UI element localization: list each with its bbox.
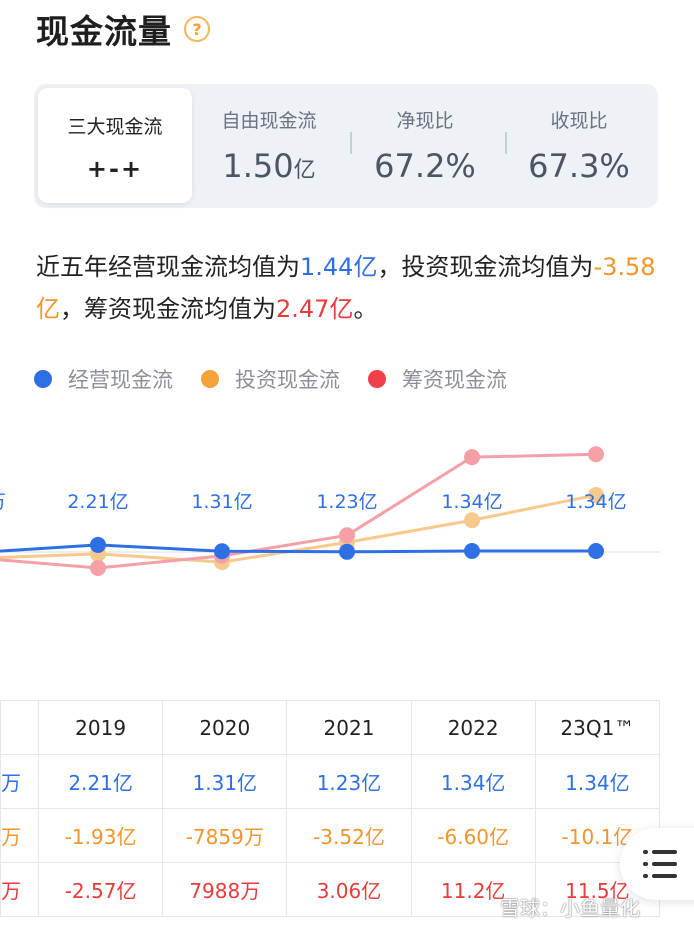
table-header-cell: 23Q1™	[534, 700, 661, 755]
receipt-ratio-label: 收现比	[550, 110, 608, 132]
table-header-row: 2019 2020 2021 2022 23Q1™	[0, 700, 661, 755]
divider	[350, 132, 352, 154]
series-line	[0, 452, 597, 570]
table-header-cell	[0, 700, 39, 755]
table-cell: 3.06亿	[286, 862, 412, 917]
free-cash-flow-unit: 亿	[293, 158, 316, 183]
table-cell: 7988万	[162, 862, 288, 917]
tab-three-cash-flows[interactable]: 三大现金流 +-+	[38, 88, 192, 203]
table-cell: 1.23亿	[286, 754, 412, 809]
cash-flow-line-chart: 万 2.21亿 1.31亿 1.23亿 1.34亿 1.34亿	[0, 446, 660, 576]
net-ratio-value: 67.2%	[374, 147, 476, 185]
help-icon[interactable]: ?	[184, 16, 210, 42]
table-header-cell: 2019	[37, 700, 164, 755]
table-header-cell: 2021	[286, 700, 412, 755]
table-cell: 万	[0, 862, 39, 917]
net-ratio-label: 净现比	[396, 110, 454, 132]
data-label: 万	[0, 491, 6, 513]
data-point[interactable]	[464, 449, 480, 466]
table-header-cell: 2022	[410, 700, 536, 755]
legend-dot-financing	[368, 370, 386, 388]
data-point[interactable]	[339, 543, 355, 560]
data-label: 1.23亿	[316, 491, 377, 513]
operating-average: 1.44亿	[300, 253, 378, 281]
tab-free-cash-flow[interactable]: 自由现金流 1.50亿	[194, 84, 344, 208]
data-point[interactable]	[464, 543, 480, 560]
data-point[interactable]	[588, 446, 604, 463]
data-point[interactable]	[464, 512, 480, 529]
series-line	[0, 543, 596, 554]
financing-average: 2.47亿	[276, 295, 354, 323]
summary-part: ，投资现金流均值为	[377, 253, 594, 281]
data-point[interactable]	[214, 543, 230, 560]
table-cell: 11.2亿	[410, 862, 536, 917]
data-label: 1.34亿	[565, 491, 626, 513]
legend-label-financing: 筹资现金流	[402, 368, 507, 392]
table-cell: -6.60亿	[410, 808, 536, 863]
data-label: 1.31亿	[191, 491, 252, 513]
table-cell: -10.1亿	[534, 808, 661, 863]
investing-average: -3.58亿	[36, 253, 656, 323]
free-cash-flow-label: 自由现金流	[221, 110, 317, 132]
tab-label: 三大现金流	[67, 116, 163, 138]
summary-text: 近五年经营现金流均值为1.44亿，投资现金流均值为-3.58亿，筹资现金流均值为…	[36, 246, 658, 330]
table-cell: 1.34亿	[410, 754, 536, 809]
tab-net-ratio[interactable]: 净现比 67.2%	[350, 84, 500, 208]
table-cell: 2.21亿	[37, 754, 164, 809]
watermark: 雪球：小鱼量化	[500, 896, 640, 920]
free-cash-flow-value: 1.50	[222, 147, 294, 185]
title-row: 现金流量 ?	[36, 6, 210, 52]
table-row-operating: 万 2.21亿 1.31亿 1.23亿 1.34亿 1.34亿	[0, 754, 661, 809]
table-cell: 万	[0, 808, 39, 863]
data-label: 2.21亿	[67, 491, 128, 513]
summary-part: 近五年经营现金流均值为	[36, 253, 300, 281]
page-title: 现金流量	[36, 12, 172, 51]
tab-receipt-ratio[interactable]: 收现比 67.3%	[504, 84, 654, 208]
legend-label-operating: 经营现金流	[68, 368, 173, 392]
chart-legend: 经营现金流 投资现金流 筹资现金流	[34, 364, 535, 394]
table-cell: -2.57亿	[37, 862, 164, 917]
table-cell: -3.52亿	[286, 808, 412, 863]
legend-label-investing: 投资现金流	[235, 368, 340, 392]
legend-operating[interactable]: 经营现金流	[34, 364, 173, 394]
metrics-panel: 三大现金流 +-+ 自由现金流 1.50亿 净现比 67.2% 收现比 67.3…	[34, 84, 658, 208]
table-cell: 1.31亿	[162, 754, 288, 809]
receipt-ratio-value: 67.3%	[528, 147, 630, 185]
data-label: 1.34亿	[441, 491, 502, 513]
table-cell: 万	[0, 754, 39, 809]
summary-part: 。	[353, 295, 378, 323]
table-header-cell: 2020	[162, 700, 288, 755]
data-point[interactable]	[90, 560, 106, 576]
free-cash-flow-value-wrap: 1.50亿	[194, 147, 344, 185]
table-row-financing: 万 -2.57亿 7988万 3.06亿 11.2亿 11.5亿	[0, 862, 661, 917]
table-row-investing: 万 -1.93亿 -7859万 -3.52亿 -6.60亿 -10.1亿	[0, 808, 661, 863]
data-point[interactable]	[90, 536, 106, 553]
data-point[interactable]	[339, 527, 355, 544]
cash-flow-table: 2019 2020 2021 2022 23Q1™ 万 2.21亿 1.31亿 …	[0, 700, 661, 917]
data-point[interactable]	[588, 543, 604, 560]
legend-dot-investing	[201, 370, 219, 388]
legend-investing[interactable]: 投资现金流	[201, 364, 340, 394]
data-point[interactable]	[588, 487, 604, 504]
table-cell: -7859万	[162, 808, 288, 863]
legend-dot-operating	[34, 370, 52, 388]
divider	[505, 132, 507, 154]
tab-value: +-+	[86, 155, 144, 183]
summary-part: ，筹资现金流均值为	[60, 295, 276, 323]
table-cell: -1.93亿	[37, 808, 164, 863]
table-cell: 1.34亿	[534, 754, 661, 809]
legend-financing[interactable]: 筹资现金流	[368, 364, 507, 394]
menu-button[interactable]	[620, 828, 694, 900]
menu-icon	[643, 850, 677, 878]
